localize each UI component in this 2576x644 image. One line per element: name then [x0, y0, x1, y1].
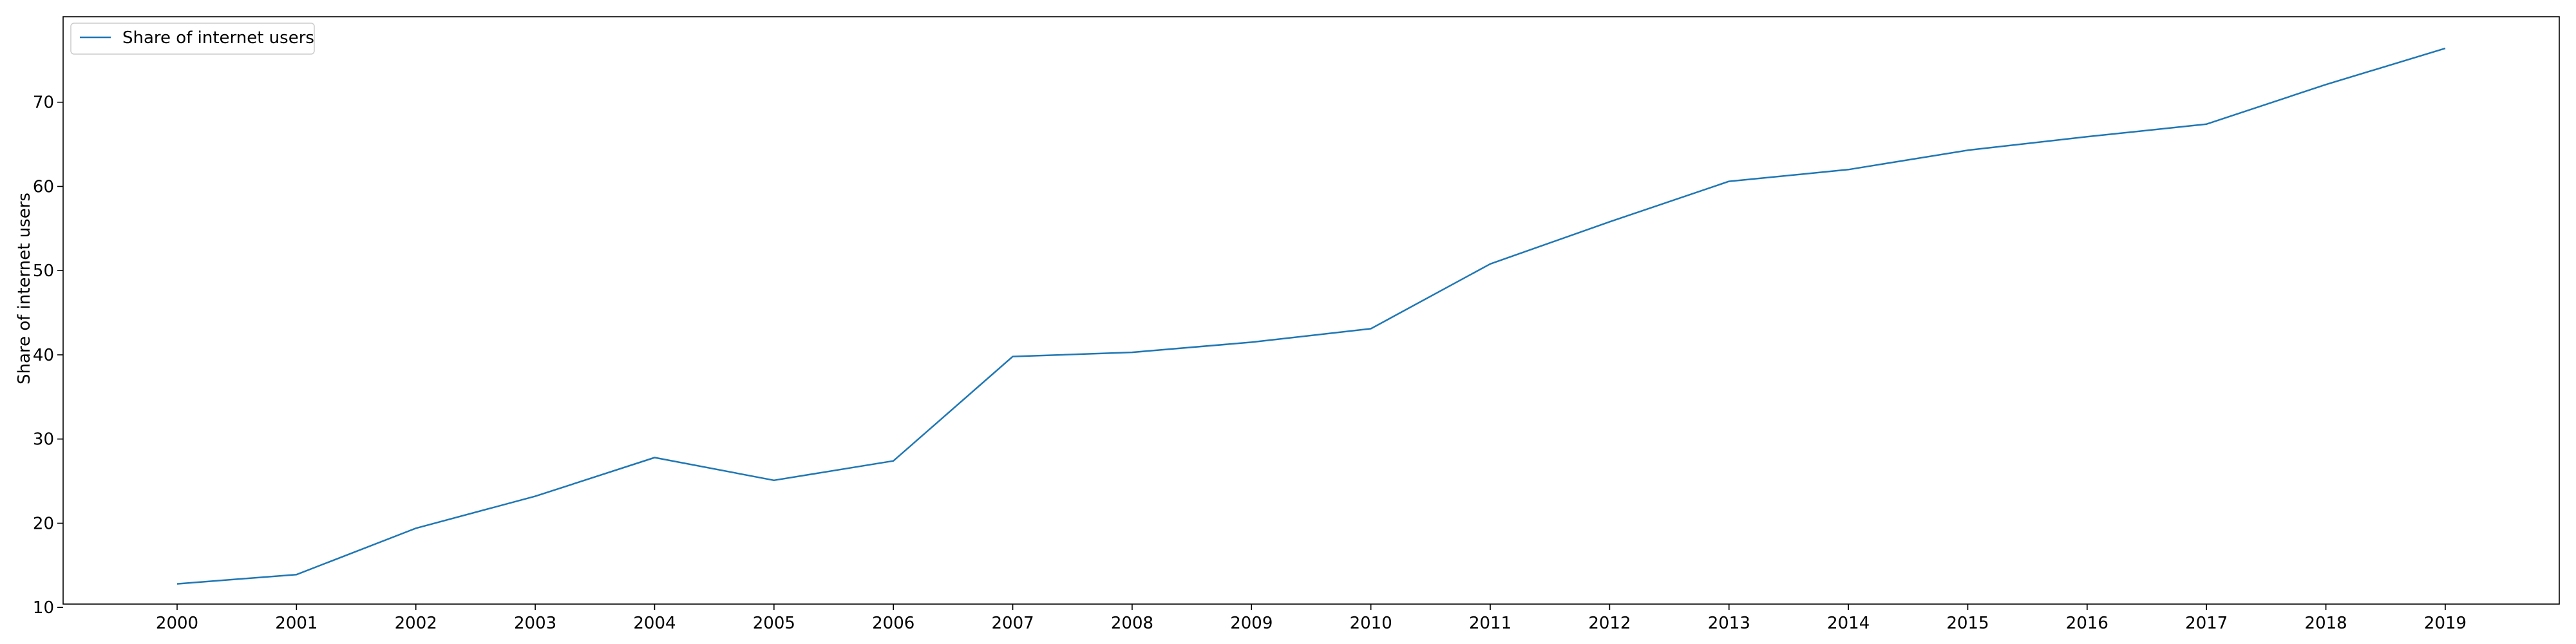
x-tick-label: 2008: [1111, 614, 1153, 633]
legend-label-share-of-internet-users: Share of internet users: [122, 28, 314, 48]
y-axis-label: Share of internet users: [15, 193, 34, 384]
x-tick-label: 2001: [275, 614, 317, 633]
x-axis: 2000 2001 2002 2003 2004 2005 2006 2007 2008 2009…: [156, 604, 2467, 633]
x-tick-label: 2019: [2424, 614, 2467, 633]
x-tick-label: 2010: [1350, 614, 1392, 633]
y-axis: 10 20 30 40 50 60 70: [33, 93, 63, 618]
x-tick-label: 2012: [1588, 614, 1631, 633]
x-tick-label: 2005: [753, 614, 795, 633]
x-tick-label: 2002: [395, 614, 437, 633]
x-tick-label: 2011: [1469, 614, 1511, 633]
y-tick-label: 30: [33, 430, 54, 450]
x-tick-label: 2015: [1946, 614, 1989, 633]
x-tick-label: 2007: [991, 614, 1034, 633]
x-tick-label: 2018: [2305, 614, 2347, 633]
x-tick-label: 2000: [156, 614, 198, 633]
y-tick-label: 10: [33, 598, 54, 618]
x-tick-label: 2014: [1827, 614, 1870, 633]
y-tick-label: 20: [33, 514, 54, 533]
y-tick-label: 40: [33, 346, 54, 365]
x-tick-label: 2017: [2185, 614, 2228, 633]
x-tick-label: 2009: [1230, 614, 1273, 633]
y-tick-label: 70: [33, 93, 54, 113]
x-tick-label: 2006: [872, 614, 914, 633]
legend: Share of internet users: [71, 23, 314, 54]
plot-area: [63, 17, 2559, 604]
x-tick-label: 2003: [514, 614, 556, 633]
x-tick-label: 2013: [1708, 614, 1750, 633]
x-tick-label: 2016: [2066, 614, 2108, 633]
x-tick-label: 2004: [633, 614, 676, 633]
y-tick-label: 50: [33, 261, 54, 281]
y-tick-label: 60: [33, 177, 54, 196]
